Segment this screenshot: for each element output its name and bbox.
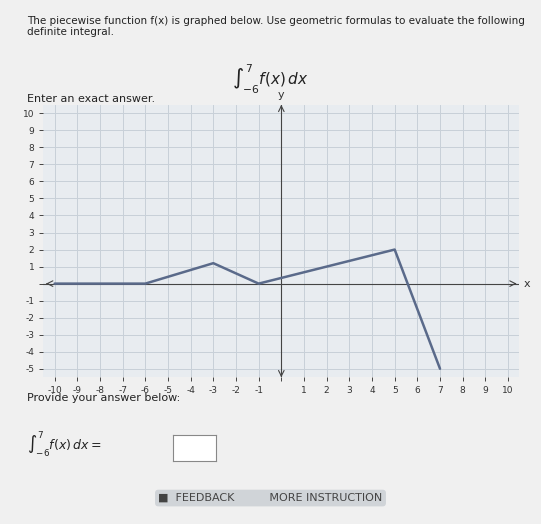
Text: The piecewise function f(x) is graphed below. Use geometric formulas to evaluate: The piecewise function f(x) is graphed b… <box>27 16 525 37</box>
Text: y: y <box>278 90 285 100</box>
Text: Enter an exact answer.: Enter an exact answer. <box>27 94 155 104</box>
Text: $\int_{-6}^{7} f(x)\,dx =$: $\int_{-6}^{7} f(x)\,dx =$ <box>27 430 102 460</box>
Text: $\int_{-6}^{7} f(x)\,dx$: $\int_{-6}^{7} f(x)\,dx$ <box>232 63 309 96</box>
Text: x: x <box>524 279 531 289</box>
Text: Provide your answer below:: Provide your answer below: <box>27 393 180 403</box>
Text: ■  FEEDBACK          MORE INSTRUCTION: ■ FEEDBACK MORE INSTRUCTION <box>159 493 382 503</box>
